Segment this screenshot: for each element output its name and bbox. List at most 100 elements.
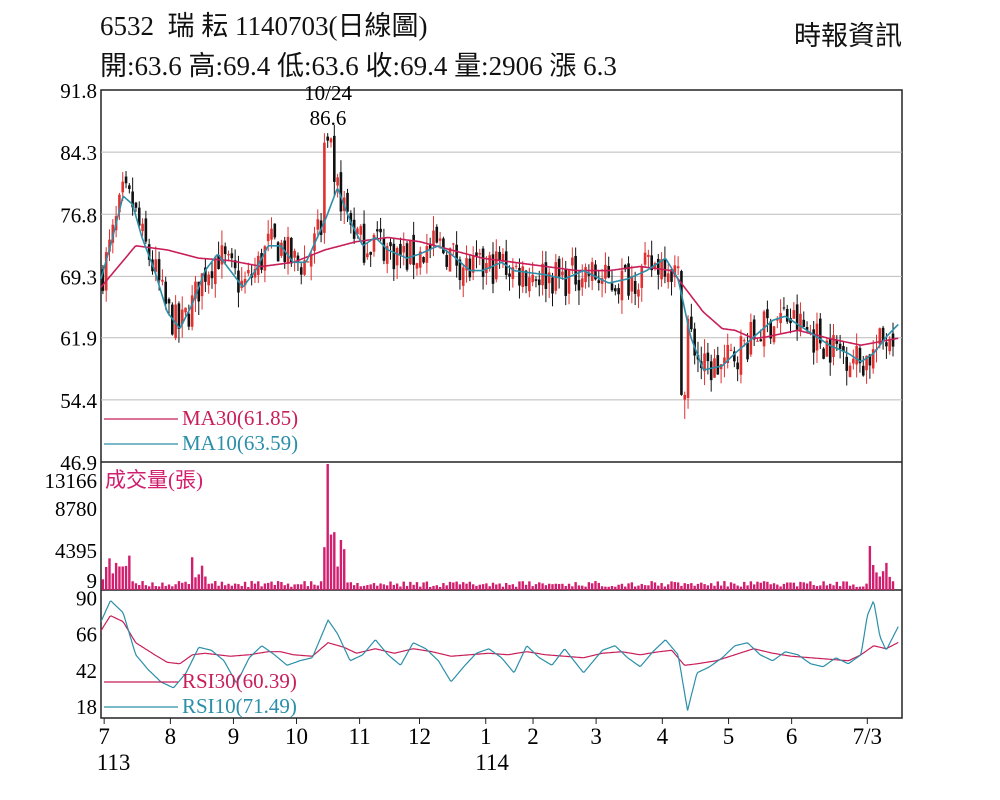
volume-bar (498, 583, 501, 590)
candle-body (362, 223, 366, 263)
candle-body (726, 344, 730, 364)
candle-body (822, 348, 825, 359)
volume-bar (571, 586, 574, 590)
volume-bar (607, 586, 610, 590)
candle-body (673, 265, 677, 278)
candle-body (442, 238, 445, 254)
candle-body (435, 226, 439, 243)
candle-body (858, 347, 862, 364)
candle-body (885, 342, 888, 347)
volume-bar (336, 566, 339, 590)
volume-bar (729, 582, 733, 590)
ma10-line (100, 188, 899, 371)
candle-body (184, 307, 187, 313)
candle-body (564, 268, 568, 296)
volume-bar (885, 562, 888, 590)
candle-body (415, 263, 419, 269)
candle-body (290, 237, 293, 264)
candle-body (749, 321, 753, 355)
candle-body (488, 255, 491, 269)
volume-bar (786, 582, 789, 590)
candle-body (534, 279, 538, 281)
volume-bars (101, 464, 895, 590)
volume-bar (319, 581, 323, 590)
candle-body (729, 349, 733, 351)
candle-body (333, 135, 336, 182)
candle-body (197, 281, 201, 302)
volume-bar (686, 584, 690, 590)
candle-body (141, 223, 144, 232)
volume-title: 成交量(張) (105, 468, 203, 492)
volume-bar (339, 539, 343, 590)
candle-body (144, 218, 148, 242)
volume-bar (769, 584, 772, 590)
candle-body (280, 242, 283, 256)
candle-body (375, 229, 379, 232)
candle-body (428, 243, 432, 249)
volume-bar (184, 581, 187, 590)
candle-body (848, 365, 852, 377)
volume-bar (333, 532, 336, 590)
candle-body (124, 176, 128, 184)
x-tick-label: 2 (527, 724, 539, 749)
volume-bar (802, 582, 805, 590)
volume-bar (389, 581, 392, 590)
candle-body (336, 177, 339, 186)
candle-body (303, 260, 306, 275)
volume-bar (329, 534, 333, 590)
x-tick-label: 5 (723, 724, 735, 749)
volume-bar (366, 585, 369, 590)
candle-body (524, 270, 528, 287)
volume-bar (673, 582, 677, 590)
candle-body (276, 242, 280, 262)
volume-bar (167, 584, 171, 590)
candle-body (468, 258, 472, 278)
price-tick-label: 91.8 (60, 79, 97, 103)
candle-body (746, 343, 749, 360)
volume-bar (392, 584, 396, 590)
price-tick-label: 54.4 (60, 389, 97, 413)
candle-body (567, 269, 571, 294)
year-label: 113 (97, 750, 131, 775)
candle-body (795, 304, 799, 330)
volume-bar (564, 585, 567, 590)
candle-body (812, 329, 815, 353)
volume-bar (538, 582, 541, 590)
price-axis: 91.8 84.3 76.8 69.3 61.9 54.4 46.9 (60, 79, 97, 475)
candle-body (733, 351, 736, 362)
volume-bar (412, 584, 415, 590)
candle-body (571, 257, 574, 266)
volume-bar (505, 582, 508, 590)
rsi30-line (100, 615, 899, 666)
volume-bar (138, 585, 141, 590)
candle-body (167, 299, 171, 304)
x-tick-label: 11 (349, 724, 371, 749)
candle-body (518, 267, 521, 286)
volume-bar (402, 581, 405, 590)
volume-bar (590, 583, 594, 590)
candle-body (455, 244, 458, 266)
volume-bar (789, 582, 792, 590)
volume-bar (270, 581, 273, 590)
ma-legend: MA30(61.85)MA10(63.59) (104, 406, 298, 455)
volume-bar (346, 582, 349, 590)
volume-bar (547, 583, 551, 590)
volume-bar (554, 583, 558, 590)
x-tick-label: 8 (165, 724, 177, 749)
volume-bar (455, 581, 458, 590)
volume-bar (799, 581, 802, 590)
price-tick-label: 84.3 (60, 141, 97, 165)
x-tick-label: 3 (590, 724, 602, 749)
candle-body (802, 319, 806, 327)
candle-body (855, 345, 858, 365)
volume-bar (101, 579, 105, 590)
candle-body (296, 255, 300, 263)
volume-bar (521, 581, 524, 590)
volume-bar (584, 586, 587, 590)
candle-body (739, 336, 743, 375)
price-tick-label: 46.9 (60, 451, 97, 475)
volume-bar (174, 584, 177, 590)
candle-body (471, 256, 475, 273)
volume-bar (812, 584, 815, 590)
volume-bar (468, 581, 472, 590)
